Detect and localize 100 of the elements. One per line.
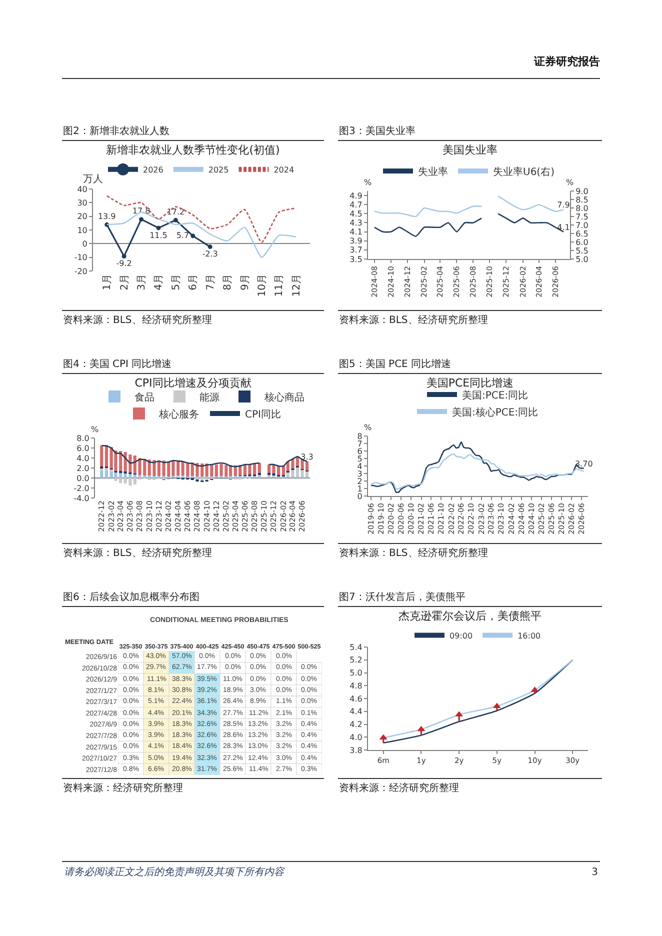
- chart-title: 图3：美国失业率: [339, 125, 416, 138]
- point: [379, 734, 388, 740]
- x-tick-label: 1月: [102, 274, 114, 290]
- chart-title: 图7：沃什发言后，美债熊平: [339, 591, 466, 604]
- point: [156, 226, 161, 230]
- y-tick-label: 4.2: [350, 720, 362, 730]
- chart-title: 图5：美国 PCE 同比增速: [339, 358, 452, 371]
- legend-label: 美国:核心PCE:同比: [452, 406, 538, 418]
- y-tick-label: -2.0: [74, 484, 90, 493]
- text: 资料来源：BLS、经济研究所整理: [339, 314, 488, 327]
- x-tick-label: 2月: [119, 274, 130, 290]
- chart-subtitle: 杰克逊霍尔会议后，美债熊平: [398, 610, 542, 623]
- data-label: 11.5: [150, 230, 168, 240]
- y-tick-label: 5.4: [350, 642, 362, 652]
- y2-tick-label: 9.0: [576, 186, 588, 196]
- y-tick-label: 4.3: [350, 218, 362, 228]
- x-tick-label: 5月: [170, 274, 182, 290]
- chart-title: 图6：后续会议加息概率分布图: [63, 591, 200, 604]
- bar: [243, 464, 247, 475]
- text: 资料来源：BLS、经济研究所整理: [63, 547, 212, 560]
- text: 资料来源：BLS、经济研究所整理: [339, 547, 488, 560]
- bar: [253, 464, 256, 474]
- y-tick-label: 3.5: [350, 254, 362, 264]
- y-tick-label: 3.8: [350, 746, 362, 755]
- legend-label: 09:00: [450, 631, 473, 640]
- y2-tick-label: 5.0: [576, 254, 588, 264]
- x-tick-label: 10月: [256, 274, 268, 297]
- y-tick-label: 8.0: [76, 434, 90, 443]
- legend-label: 失业率: [418, 166, 448, 178]
- y-tick-label: 3: [357, 469, 362, 478]
- legend-label: 核心商品: [264, 391, 304, 404]
- legend-label: CPI同比: [245, 408, 281, 420]
- bar: [305, 472, 309, 476]
- y-tick-label: 4.5: [350, 209, 362, 218]
- y2-tick-label: 5.5: [576, 246, 588, 256]
- y-tick-label: 30: [77, 198, 88, 208]
- y2-tick-label: 7.5: [576, 212, 588, 222]
- legend-label: 能源: [200, 391, 220, 404]
- chart-subtitle: CPI同比增速及分项贡献: [134, 376, 252, 390]
- y-tick-label: 20: [77, 212, 88, 222]
- y-tick-label: -4.0: [74, 494, 90, 503]
- y-tick-label: 4.6: [350, 694, 362, 704]
- y-tick-label: 10: [77, 226, 88, 235]
- y-tick-label: 4.8: [350, 681, 362, 690]
- y-tick-label: 2.0: [76, 464, 90, 473]
- legend-label: 2026: [143, 166, 164, 175]
- point: [208, 244, 212, 250]
- text: 资料来源：经济研究所整理: [63, 782, 183, 795]
- legend-label: 核心服务: [158, 408, 199, 420]
- y-tick-label: -10: [74, 253, 88, 262]
- chart-title: 图4：美国 CPI 同比增速: [63, 358, 172, 371]
- y-tick-label: 7: [357, 439, 362, 448]
- y-tick-label: 1: [357, 484, 362, 494]
- y-tick-label: 5.0: [350, 668, 362, 678]
- text: 请务必阅读正文之后的免责声明及其项下所有内容: [64, 866, 284, 880]
- y-tick-label: 6: [357, 446, 362, 456]
- legend-label: 失业率U6(右): [493, 166, 555, 178]
- legend-label: 美国:PCE:同比: [462, 389, 528, 402]
- y-axis-title: %: [91, 425, 99, 434]
- y2-tick-label: 6.0: [576, 238, 588, 247]
- x-tick-label: 12月: [291, 274, 302, 297]
- chart-subtitle: 美国PCE同比增速: [426, 376, 514, 390]
- y2-tick-label: 8.0: [576, 204, 588, 213]
- y-tick-label: 6.0: [76, 444, 90, 453]
- text: 证券研究报告: [534, 55, 600, 69]
- y-tick-label: 4.9: [350, 191, 362, 200]
- y-tick-label: 2: [357, 476, 362, 486]
- bar: [100, 471, 104, 478]
- legend-label: 2025: [208, 166, 229, 175]
- x-tick-label: 7月: [205, 274, 216, 290]
- data-label: 7.9: [557, 200, 570, 210]
- y-tick-label: 4.4: [350, 707, 362, 716]
- y-axis-title: %: [364, 178, 372, 187]
- point: [173, 218, 178, 222]
- y-tick-label: 4.0: [350, 732, 362, 742]
- point: [417, 726, 426, 732]
- legend-label: 16:00: [518, 631, 541, 640]
- y-tick-label: 4.7: [350, 200, 362, 210]
- point: [122, 254, 126, 258]
- y-tick-label: 4.0: [76, 454, 90, 463]
- y2-axis-title: %: [566, 178, 574, 187]
- legend-label: 食品: [134, 391, 154, 404]
- text: 资料来源：经济研究所整理: [339, 782, 459, 795]
- x-tick-label: 8月: [222, 274, 234, 290]
- y-tick-label: 0.0: [76, 474, 90, 483]
- y-axis-title: 万人: [83, 174, 103, 185]
- x-tick-label: 6月: [188, 274, 200, 290]
- bar: [104, 468, 108, 471]
- data-label: -9.2: [116, 259, 132, 268]
- y-tick-label: 4: [357, 462, 362, 471]
- legend-label: 2024: [274, 166, 294, 175]
- y-axis-title: %: [364, 423, 372, 432]
- y-tick-label: -20: [74, 266, 88, 276]
- data-label: 5.7: [176, 230, 190, 240]
- data-label: 3.70: [574, 459, 593, 468]
- data-label: -2.3: [202, 250, 218, 259]
- chart-subtitle: 新增非农就业人数季节性变化(初值): [106, 144, 280, 157]
- bar: [100, 446, 104, 466]
- bar: [258, 463, 261, 473]
- y-tick-label: 0: [82, 239, 88, 248]
